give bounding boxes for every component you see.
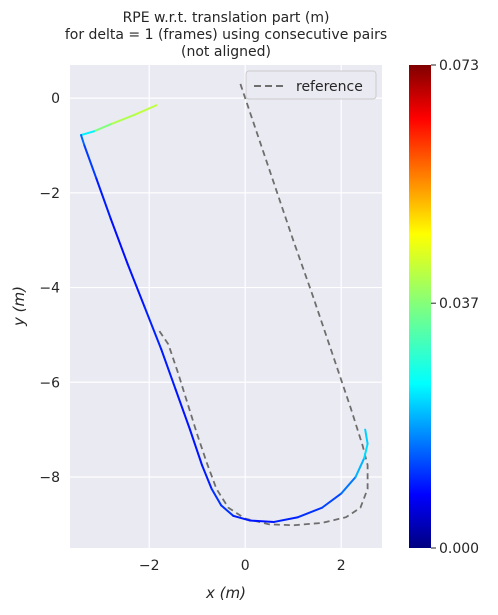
estimate-trajectory-segment bbox=[297, 506, 323, 519]
legend-reference-label: reference bbox=[296, 79, 363, 95]
estimate-trajectory-segment bbox=[80, 134, 86, 147]
estimate-trajectory-segment bbox=[80, 130, 95, 137]
estimate-trajectory-segment bbox=[220, 504, 235, 517]
estimate-trajectory-segment bbox=[232, 514, 251, 522]
y-tick-labels: 0 −2 −4 −6 −8 bbox=[39, 91, 60, 486]
estimate-trajectory-segment bbox=[340, 475, 357, 495]
y-tick-label: −8 bbox=[39, 470, 60, 486]
colorbar-tick-labels: 0.000 0.037 0.073 bbox=[431, 58, 479, 557]
plot-area bbox=[70, 65, 382, 548]
estimate-trajectory-segment bbox=[321, 492, 343, 509]
series-layer bbox=[80, 83, 369, 527]
estimate-trajectory-segment bbox=[363, 442, 369, 460]
legend: reference bbox=[245, 70, 377, 100]
estimate-trajectory-segment bbox=[93, 123, 112, 133]
estimate-trajectory-segment bbox=[126, 262, 146, 308]
estimate-trajectory-segment bbox=[354, 457, 366, 478]
estimate-trajectory-segment bbox=[95, 177, 112, 220]
x-tick-label: −2 bbox=[139, 558, 160, 574]
estimate-trajectory-segment bbox=[364, 428, 369, 445]
chart-title-line-2: for delta = 1 (frames) using consecutive… bbox=[65, 27, 387, 43]
x-axis-label: x (m) bbox=[205, 584, 246, 602]
estimate-trajectory-segment bbox=[249, 519, 275, 523]
y-tick-label: −4 bbox=[39, 281, 60, 297]
legend-box bbox=[245, 70, 377, 100]
estimate-trajectory-segment bbox=[174, 388, 191, 431]
estimate-trajectory-segment bbox=[201, 464, 213, 490]
x-tick-label: 2 bbox=[337, 558, 346, 574]
estimate-trajectory-segment bbox=[189, 428, 203, 467]
x-tick-label: 0 bbox=[241, 558, 250, 574]
colorbar-tick-label: 0.000 bbox=[439, 541, 479, 557]
estimate-trajectory-segment bbox=[273, 516, 299, 523]
chart-title-line-3: (not aligned) bbox=[181, 44, 271, 60]
grid-lines bbox=[70, 65, 382, 548]
estimate-trajectory-segment bbox=[133, 104, 158, 116]
y-tick-label: −2 bbox=[39, 186, 60, 202]
colorbar-tick-label: 0.073 bbox=[439, 58, 479, 74]
estimate-trajectory-segment bbox=[83, 144, 98, 180]
estimate-trajectory-segment bbox=[143, 305, 163, 351]
y-axis-label: y (m) bbox=[10, 286, 28, 327]
x-tick-labels: −2 0 2 bbox=[139, 558, 346, 574]
estimate-trajectory-segment bbox=[210, 487, 223, 507]
y-tick-label: 0 bbox=[51, 91, 60, 107]
colorbar-tick-label: 0.037 bbox=[439, 296, 479, 312]
colorbar bbox=[409, 65, 431, 548]
estimate-trajectory-segment bbox=[109, 217, 129, 265]
estimate-trajectory-segment bbox=[160, 348, 177, 391]
reference-trajectory-line bbox=[158, 83, 369, 527]
chart-title-line-1: RPE w.r.t. translation part (m) bbox=[123, 10, 330, 26]
estimate-trajectory-segment bbox=[109, 113, 136, 126]
y-tick-label: −6 bbox=[39, 375, 60, 391]
